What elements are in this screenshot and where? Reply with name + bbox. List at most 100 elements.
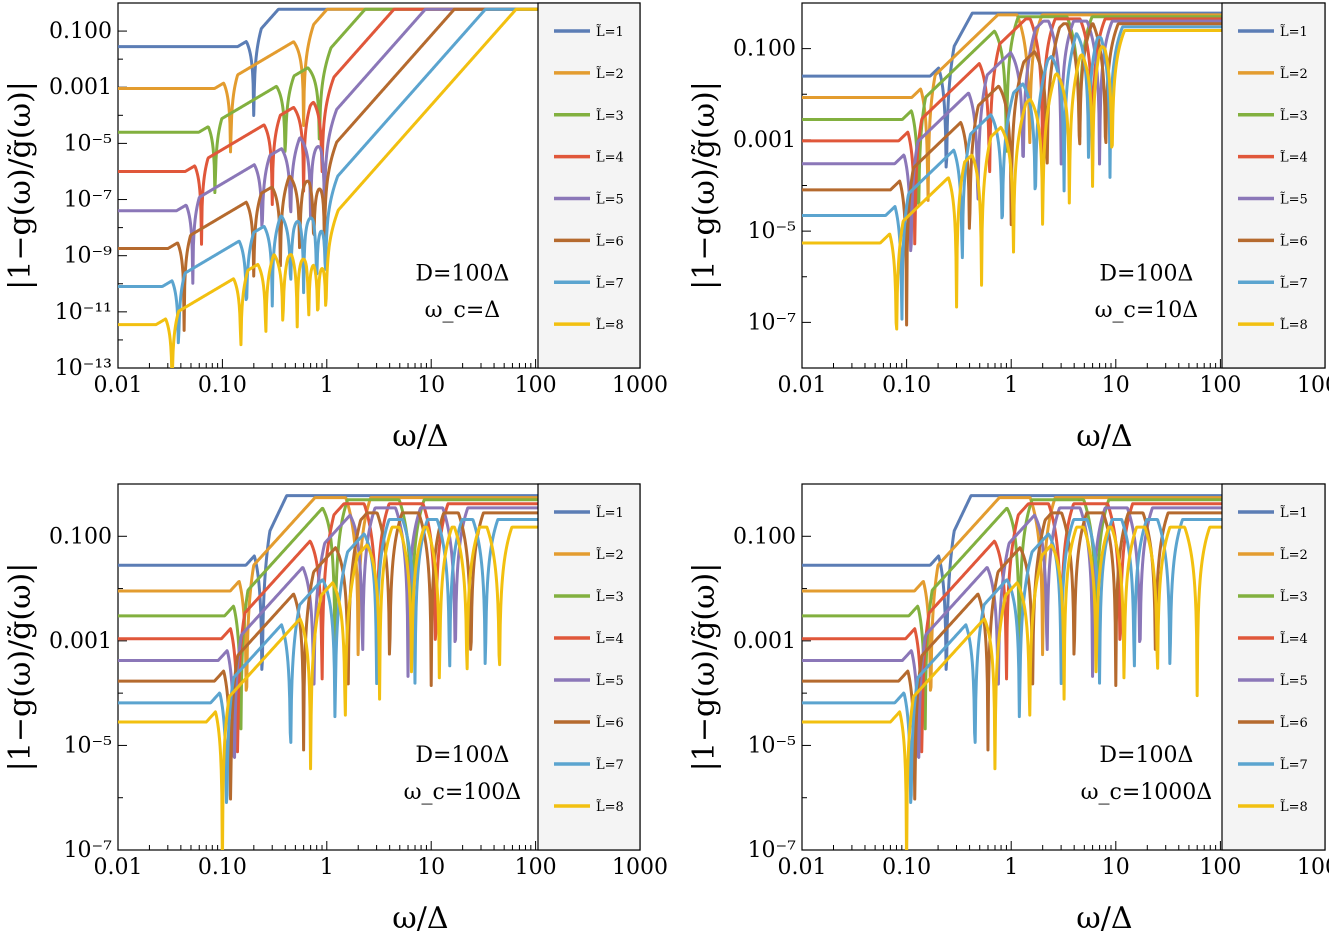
series-line (802, 496, 1222, 692)
x-tick-label: 0.10 (198, 855, 247, 880)
legend-label: L̃=2 (1280, 547, 1308, 563)
legend-label: L̃=6 (596, 233, 624, 249)
series-line (118, 7, 538, 285)
series-line (118, 496, 538, 692)
y-tick-label: 0.100 (733, 524, 796, 549)
legend-label: L̃=4 (1280, 149, 1308, 165)
x-tick-label: 100 (1199, 855, 1241, 880)
series-line (118, 7, 538, 332)
legend-label: L̃=5 (596, 191, 624, 207)
legend-label: L̃=1 (1280, 505, 1308, 521)
x-tick-label: 0.10 (198, 373, 247, 398)
legend-label: L̃=4 (596, 149, 624, 165)
x-tick-label: 0.01 (94, 373, 143, 398)
y-tick-label: 0.001 (733, 128, 796, 153)
legend-label: L̃=2 (596, 547, 624, 563)
series-line (118, 517, 538, 805)
panel-bottom-right: 0.01 0.10 1 10 100 1000 0.100 0.001 10⁻⁵ 10⁻⁷ L̃=1… (687, 483, 1329, 935)
x-axis-label: ω/Δ (392, 901, 448, 935)
legend-label: L̃=8 (1280, 799, 1308, 815)
legend-label: L̃=7 (596, 275, 624, 291)
x-axis-label: ω/Δ (392, 419, 448, 454)
series-group (802, 494, 1222, 850)
y-tick-label: 10⁻⁷ (64, 838, 113, 863)
legend-label: L̃=7 (596, 757, 624, 773)
legend-box (1221, 2, 1326, 369)
x-tick-label: 1000 (1297, 373, 1329, 398)
legend-label: L̃=2 (1280, 66, 1308, 82)
annotation-d: D=100Δ (1099, 261, 1193, 286)
legend-label: L̃=6 (1280, 715, 1308, 731)
series-line (802, 22, 1222, 327)
annotation-omega-c: ω_c=Δ (425, 298, 501, 323)
series-line (118, 7, 538, 246)
x-tick-label: 1000 (1297, 855, 1329, 880)
series-line (802, 511, 1222, 801)
series-line (802, 17, 1222, 246)
series-line (802, 28, 1222, 331)
series-line (802, 19, 1222, 253)
legend-label: L̃=8 (596, 799, 624, 815)
x-tick-label: 100 (515, 855, 557, 880)
x-tick-label: 0.01 (778, 373, 827, 398)
y-tick-label: 0.001 (733, 629, 796, 654)
annotation-d: D=100Δ (415, 743, 509, 768)
x-tick-label: 1000 (612, 373, 668, 398)
legend-label: L̃=7 (1280, 275, 1308, 291)
legend-label: L̃=1 (596, 24, 624, 40)
x-tick-label: 0.10 (882, 855, 931, 880)
legend-label: L̃=1 (1280, 24, 1308, 40)
series-line (802, 11, 1222, 169)
x-axis-label: ω/Δ (1076, 419, 1132, 454)
y-tick-label: 10⁻¹¹ (55, 300, 112, 325)
x-tick-label: 1 (320, 855, 334, 880)
legend-box (537, 483, 641, 851)
panel-bottom-left: 0.01 0.10 1 10 100 1000 0.100 0.001 10⁻⁵ 10⁻⁷ L̃=1… (3, 483, 668, 935)
y-axis-label: |1−g(ω)/g̃(ω)| (687, 81, 722, 290)
series-line (802, 15, 1222, 206)
y-tick-label: 0.001 (49, 629, 112, 654)
series-line (118, 7, 538, 195)
x-tick-label: 1 (320, 373, 334, 398)
legend-label: L̃=2 (596, 66, 624, 82)
legend-label: L̃=4 (596, 631, 624, 647)
annotation-omega-c: ω_c=10Δ (1095, 298, 1199, 323)
x-tick-label: 1 (1004, 855, 1018, 880)
legend-box (537, 2, 641, 369)
panel-top-left: 0.01 0.10 1 10 100 1000 0.100 0.001 10⁻⁵ 10⁻⁷ 10⁻⁹… (3, 2, 668, 454)
y-axis-label: |1−g(ω)/g̃(ω)| (3, 81, 38, 290)
legend-label: L̃=3 (596, 107, 624, 123)
annotation-omega-c: ω_c=1000Δ (1081, 780, 1213, 805)
x-tick-label: 1 (1004, 373, 1018, 398)
y-tick-label: 10⁻⁵ (748, 733, 796, 758)
series-group (118, 494, 538, 850)
legend-label: L̃=8 (596, 317, 624, 333)
annotation-d: D=100Δ (415, 261, 509, 286)
y-axis-label: |1−g(ω)/g̃(ω)| (3, 563, 38, 772)
series-group (118, 7, 538, 368)
y-tick-label: 10⁻⁷ (64, 188, 113, 213)
x-tick-label: 100 (1199, 373, 1241, 398)
y-axis-label: |1−g(ω)/g̃(ω)| (687, 563, 722, 772)
legend-label: L̃=6 (1280, 233, 1308, 249)
legend-label: L̃=5 (1280, 191, 1308, 207)
series-line (802, 494, 1222, 671)
y-tick-label: 10⁻⁷ (748, 310, 797, 335)
legend-label: L̃=1 (596, 505, 624, 521)
series-line (118, 511, 538, 801)
legend-label: L̃=8 (1280, 317, 1308, 333)
legend-label: L̃=3 (1280, 589, 1308, 605)
series-line (118, 525, 538, 850)
x-tick-label: 0.01 (94, 855, 143, 880)
y-tick-label: 10⁻⁹ (64, 244, 113, 269)
series-line (118, 7, 538, 368)
series-line (802, 525, 1222, 850)
y-tick-label: 0.001 (49, 75, 112, 100)
legend-label: L̃=4 (1280, 631, 1308, 647)
legend-label: L̃=3 (596, 589, 624, 605)
x-tick-label: 10 (417, 373, 445, 398)
series-line (802, 517, 1222, 805)
y-tick-label: 0.100 (49, 524, 112, 549)
x-tick-label: 0.10 (882, 373, 931, 398)
